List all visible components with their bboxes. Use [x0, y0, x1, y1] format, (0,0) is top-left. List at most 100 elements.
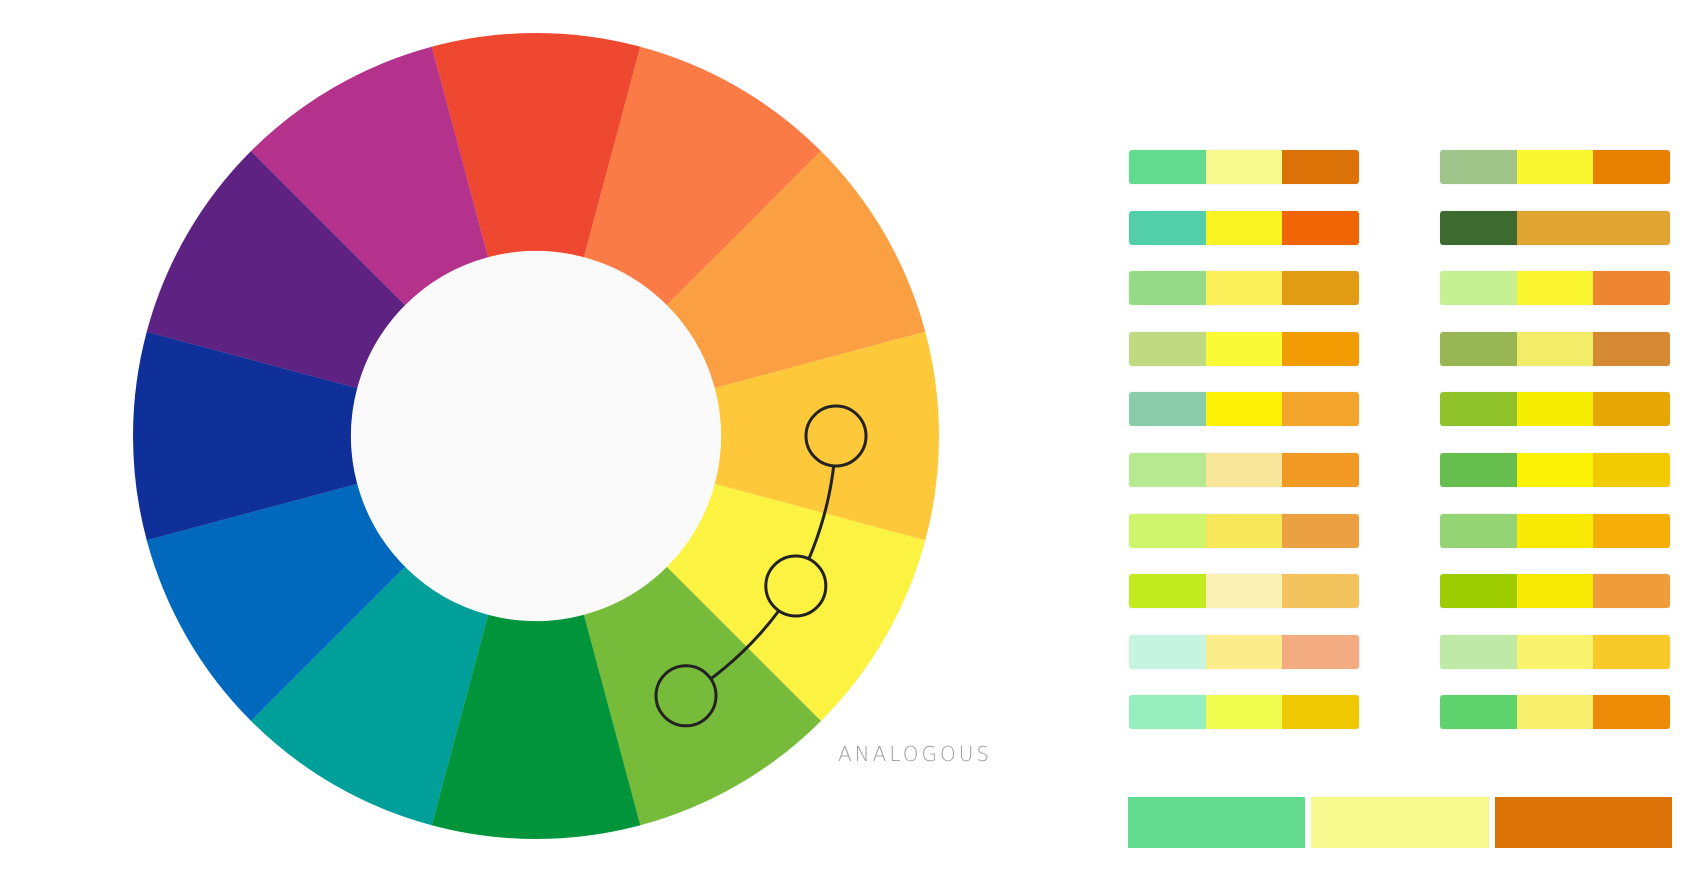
palette-swatch [1205, 331, 1283, 366]
palette-row-right-4[interactable] [1440, 331, 1670, 366]
palette-row-left-9[interactable] [1129, 634, 1359, 669]
palette-swatch [1282, 331, 1359, 366]
palette-swatch [1593, 452, 1670, 487]
palette-swatch [1593, 574, 1670, 609]
palette-row-left-4[interactable] [1129, 331, 1359, 366]
palette-swatch [1129, 150, 1206, 184]
palette-swatch [1205, 513, 1283, 548]
wheel-segment-red[interactable] [431, 33, 641, 258]
palette-swatch [1593, 331, 1670, 366]
palette-swatch [1593, 392, 1670, 427]
palette-row-right-2[interactable] [1440, 210, 1670, 245]
wheel-segment-orange[interactable] [666, 151, 926, 389]
color-wheel[interactable] [0, 0, 980, 874]
palette-swatch [1516, 634, 1594, 669]
palette-swatch [1440, 150, 1517, 184]
palette-swatch [1282, 271, 1359, 306]
palette-row-left-3[interactable] [1129, 271, 1359, 306]
palette-swatch [1516, 392, 1594, 427]
palette-swatch [1593, 634, 1670, 669]
palette-row-right-8[interactable] [1440, 574, 1670, 609]
palette-swatch [1593, 150, 1670, 184]
palette-swatch [1129, 513, 1206, 548]
wheel-segment-violet[interactable] [146, 151, 406, 389]
palette-swatch [1440, 695, 1517, 730]
palette-swatch [1282, 695, 1359, 730]
color-wheel-area: ANALOGOUS [0, 0, 989, 874]
palette-swatch [1516, 210, 1670, 245]
palette-swatch [1593, 695, 1670, 730]
palette-swatch [1205, 634, 1283, 669]
harmony-markers [654, 404, 868, 728]
wheel-segment-red-orange[interactable] [583, 46, 821, 306]
selected-swatch-3 [1494, 797, 1672, 848]
palette-row-right-5[interactable] [1440, 392, 1670, 427]
palette-swatch [1516, 452, 1594, 487]
palette-swatch [1440, 513, 1517, 548]
palette-swatch [1516, 695, 1594, 730]
palette-swatch [1205, 574, 1283, 609]
palette-swatch [1516, 513, 1594, 548]
palette-row-right-6[interactable] [1440, 452, 1670, 487]
palette-swatch [1516, 150, 1594, 184]
palette-row-left-10[interactable] [1129, 695, 1359, 730]
palette-swatch [1593, 271, 1670, 306]
palette-swatch [1205, 695, 1283, 730]
color-marker-yellow-orange[interactable] [804, 404, 868, 468]
wheel-hub [351, 251, 721, 621]
palette-row-left-5[interactable] [1129, 392, 1359, 427]
palette-swatch [1593, 513, 1670, 548]
palette-swatch [1282, 150, 1359, 184]
palette-swatch [1129, 210, 1206, 245]
palette-row-left-7[interactable] [1129, 513, 1359, 548]
palette-swatch [1205, 392, 1283, 427]
palette-row-right-10[interactable] [1440, 695, 1670, 730]
palette-row-right-1[interactable] [1440, 150, 1670, 184]
selected-swatch-1 [1128, 797, 1306, 848]
palette-swatch [1205, 452, 1283, 487]
wheel-segment-red-violet[interactable] [251, 46, 489, 306]
palette-swatch [1129, 452, 1206, 487]
palette-list-left [1129, 150, 1359, 756]
palette-swatch [1129, 574, 1206, 609]
palette-swatch [1129, 271, 1206, 306]
palette-swatch [1282, 574, 1359, 609]
scheme-label: ANALOGOUS [838, 742, 993, 766]
palette-swatch [1129, 331, 1206, 366]
palette-row-left-1[interactable] [1129, 150, 1359, 184]
palette-swatch [1516, 574, 1594, 609]
palette-swatch [1282, 513, 1359, 548]
palette-row-right-3[interactable] [1440, 271, 1670, 306]
palette-swatch [1440, 452, 1517, 487]
wheel-segment-green[interactable] [431, 614, 641, 840]
wheel-segment-blue-violet[interactable] [132, 331, 358, 541]
palette-swatch [1440, 210, 1517, 245]
palette-swatch [1440, 634, 1517, 669]
palette-swatch [1282, 392, 1359, 427]
selected-palette-preview [1128, 797, 1672, 848]
palette-row-left-8[interactable] [1129, 574, 1359, 609]
palette-list-right [1440, 150, 1670, 756]
wheel-segment-blue-green[interactable] [251, 566, 489, 826]
palette-swatch [1205, 150, 1283, 184]
palette-swatch [1516, 331, 1594, 366]
palette-row-right-9[interactable] [1440, 634, 1670, 669]
palette-swatch [1440, 331, 1517, 366]
wheel-segment-blue[interactable] [146, 483, 406, 721]
palette-swatch [1282, 452, 1359, 487]
palette-row-left-6[interactable] [1129, 452, 1359, 487]
palette-swatch [1205, 210, 1283, 245]
palette-row-left-2[interactable] [1129, 210, 1359, 245]
palette-swatch [1516, 271, 1594, 306]
wheel-segments [132, 33, 939, 840]
palette-row-right-7[interactable] [1440, 513, 1670, 548]
palette-swatch [1205, 271, 1283, 306]
color-marker-yellow[interactable] [764, 554, 828, 618]
palette-swatch [1282, 210, 1359, 245]
palette-swatch [1129, 392, 1206, 427]
palette-swatch [1282, 634, 1359, 669]
color-marker-yellow-green[interactable] [654, 664, 718, 728]
palette-swatch [1440, 574, 1517, 609]
palette-swatch [1129, 634, 1206, 669]
selected-swatch-2 [1311, 797, 1489, 848]
